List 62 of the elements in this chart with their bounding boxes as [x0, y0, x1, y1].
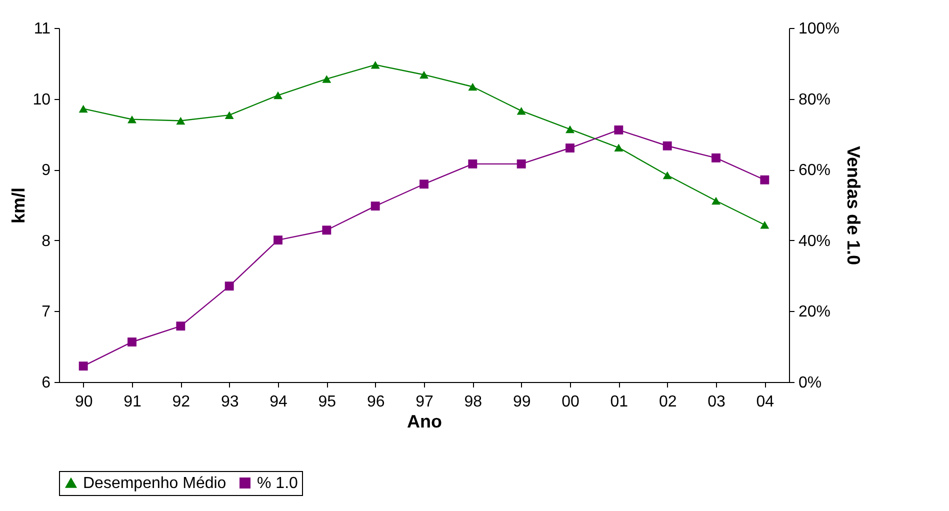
point [662, 141, 672, 150]
x-tick-label: 97 [416, 394, 434, 410]
y-tick-label: 9 [42, 162, 51, 180]
point [224, 282, 234, 291]
x-tick-label: 02 [658, 394, 677, 410]
x-tick-label: 98 [464, 394, 482, 410]
point [468, 159, 478, 168]
y-axis-title: km/l [8, 187, 29, 224]
legend-label: Desempenho Médio [83, 475, 226, 492]
point [566, 144, 574, 152]
y2-tick-label: 80% [798, 91, 831, 108]
x-tick-label: 01 [610, 394, 628, 410]
y-tick-label: 8 [42, 232, 51, 250]
point [128, 115, 136, 124]
x-tick-label: 00 [562, 394, 580, 410]
y-tick-label: 10 [32, 91, 51, 108]
x-tick-label: 04 [756, 394, 774, 410]
x-tick-label: 94 [270, 394, 288, 410]
point [128, 338, 136, 346]
y-tick-label: 6 [42, 374, 51, 392]
y2-tick-label: 40% [798, 232, 831, 250]
point [420, 180, 428, 189]
x-tick-label: 93 [220, 394, 239, 410]
point [224, 111, 234, 119]
point [176, 322, 186, 331]
point [78, 362, 88, 371]
x-tick-label: 03 [708, 394, 726, 410]
point [760, 220, 770, 229]
point [468, 82, 478, 91]
y2-axis-title: Vendas de 1.0 [843, 146, 864, 266]
point [614, 144, 624, 152]
x-tick-label: 99 [512, 394, 531, 410]
y2-tick-label: 0% [798, 374, 822, 392]
point [274, 91, 282, 100]
y2-tick-label: 60% [798, 162, 831, 180]
point [274, 236, 282, 245]
point [760, 175, 770, 184]
x-tick-label: 90 [74, 394, 93, 410]
y-tick-label: 7 [42, 304, 51, 321]
point [370, 202, 380, 211]
legend-label: % 1.0 [257, 475, 298, 492]
x-tick-label: 95 [318, 394, 336, 410]
y2-tick-label: 20% [798, 304, 831, 321]
point [516, 159, 526, 168]
point [322, 75, 332, 83]
point [614, 125, 624, 134]
point [662, 171, 672, 180]
x-axis-title: Ano [407, 412, 442, 432]
point [712, 196, 720, 205]
point [370, 60, 380, 69]
point [176, 116, 186, 125]
y-tick-label: 11 [34, 20, 51, 38]
x-tick-label: 91 [124, 394, 142, 410]
x-tick-label: 92 [172, 394, 190, 410]
point [516, 106, 526, 115]
point [322, 226, 332, 235]
y2-tick-label: 100% [798, 20, 840, 38]
point [712, 153, 720, 162]
x-tick-label: 96 [366, 394, 385, 410]
point [566, 125, 574, 134]
point [78, 104, 88, 113]
point [420, 70, 428, 79]
